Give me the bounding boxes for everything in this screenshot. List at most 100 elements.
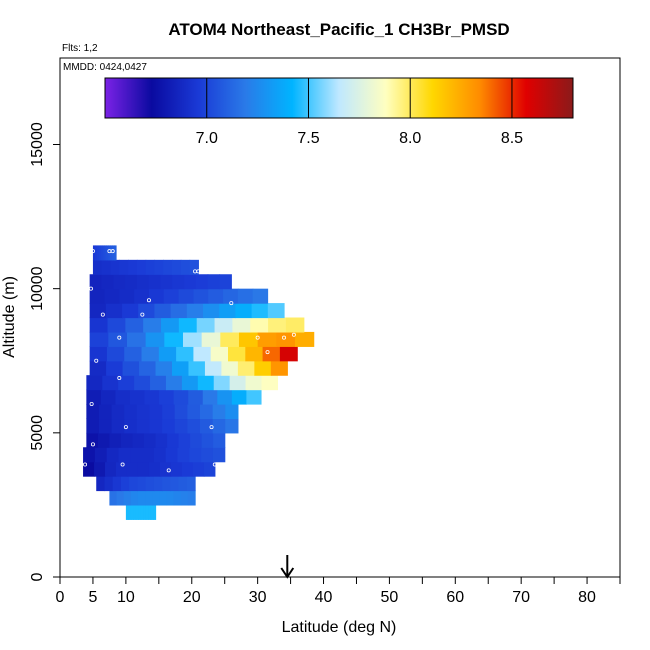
heatmap-cell	[188, 389, 204, 405]
heatmap-cell	[155, 360, 173, 376]
heatmap-cell	[153, 447, 167, 463]
heatmap-cell	[140, 504, 144, 520]
heatmap-cell	[180, 259, 191, 275]
heatmap-cell	[89, 288, 106, 304]
heatmap-cell	[148, 288, 165, 304]
colorbar: 7.0 7.5 8.0 8.5	[104, 77, 574, 147]
heatmap-cell	[208, 288, 224, 304]
heatmap-cell	[111, 404, 125, 420]
heatmap-cell	[129, 476, 139, 492]
heatmap-cell	[153, 476, 163, 492]
heatmap-cell	[143, 504, 147, 520]
sample-point	[209, 425, 214, 430]
sample-point	[212, 462, 217, 467]
heatmap-cell	[145, 476, 155, 492]
heatmap-cell	[106, 245, 109, 261]
heatmap-cell	[189, 447, 202, 463]
heatmap-cell	[213, 375, 231, 391]
colorbar-tick-label: 7.5	[297, 130, 319, 147]
heatmap-cell	[176, 346, 195, 362]
heatmap-cell	[130, 447, 143, 463]
heatmap-cell	[92, 259, 103, 275]
heatmap-cell	[132, 432, 145, 448]
heatmap-cell	[186, 303, 204, 319]
heatmap-cell	[162, 404, 176, 420]
sample-point	[265, 350, 270, 355]
sample-point	[281, 335, 286, 340]
heatmap-cell	[137, 461, 150, 477]
sample-point	[140, 312, 145, 317]
heatmap-cell	[124, 404, 138, 420]
heatmap-cell	[137, 490, 146, 506]
heatmap-cell	[89, 331, 109, 347]
heatmap-cell	[276, 331, 296, 347]
heatmap-cell	[98, 418, 113, 434]
heatmap-cell	[149, 404, 163, 420]
colorbar-border	[104, 77, 574, 119]
heatmap-cell	[153, 504, 157, 520]
heatmap-cell	[136, 418, 151, 434]
heatmap-cell	[186, 476, 196, 492]
heatmap-cell	[268, 317, 287, 333]
heatmap-cell	[237, 288, 254, 304]
heatmap-cell	[107, 317, 126, 333]
heatmap-cell	[102, 375, 119, 391]
sample-point	[123, 425, 128, 430]
heatmap-cell	[212, 447, 226, 463]
heatmap-cell	[150, 504, 154, 520]
heatmap-cell	[126, 461, 139, 477]
colorbar-fill	[105, 78, 573, 118]
heatmap-cell	[159, 490, 168, 506]
x-tick-label: 80	[578, 589, 596, 606]
heatmap-cell	[270, 360, 288, 376]
heatmap-cell	[162, 476, 171, 492]
sample-point	[196, 269, 201, 274]
heatmap-cell	[197, 375, 215, 391]
sample-point	[117, 376, 122, 381]
heatmap-cell	[97, 432, 111, 448]
heatmap-cell	[170, 461, 183, 477]
heatmap-cell	[89, 346, 108, 362]
heatmap-cell	[136, 404, 151, 420]
colorbar-tick-label: 7.0	[196, 130, 218, 147]
heatmap-cell	[135, 504, 139, 520]
sample-point	[110, 249, 115, 254]
sample-points	[83, 249, 296, 473]
heatmap-cell	[160, 274, 173, 290]
heatmap-cell	[125, 317, 144, 333]
heatmap-cell	[207, 274, 221, 290]
x-tick-label: 20	[183, 589, 201, 606]
heatmap-cell	[238, 331, 259, 347]
date-annotation: MMDD: 0424,0427	[63, 62, 147, 73]
heatmap-cell	[155, 432, 168, 448]
heatmap-cell	[172, 259, 182, 275]
heatmap-cell	[159, 389, 175, 405]
heatmap-cell	[161, 317, 180, 333]
heatmap-cell	[192, 461, 205, 477]
heatmap-cell	[267, 303, 285, 319]
heatmap-cell	[83, 447, 96, 463]
heatmap-cell	[201, 331, 221, 347]
heatmap-cell	[181, 461, 194, 477]
heatmap-cell	[89, 360, 107, 376]
sample-point	[255, 335, 260, 340]
heatmap-cell	[225, 404, 239, 420]
heatmap-cell	[142, 447, 155, 463]
heatmap-cell	[178, 476, 188, 492]
heatmap-cell	[200, 418, 214, 434]
heatmap-cell	[214, 317, 233, 333]
heatmap-cell	[212, 418, 226, 434]
sample-point	[117, 335, 122, 340]
latitude-marker-arrow	[280, 555, 295, 579]
heatmap-cell	[173, 389, 189, 405]
heatmap-cell	[94, 447, 108, 463]
heatmap-cell	[172, 360, 190, 376]
heatmap-cell	[134, 375, 151, 391]
heatmap-cell	[139, 360, 157, 376]
heatmap-cell	[145, 259, 156, 275]
heatmap-cell	[145, 504, 149, 520]
sample-point	[120, 462, 125, 467]
heatmap-cell	[219, 303, 237, 319]
heatmap-cell	[200, 404, 214, 420]
